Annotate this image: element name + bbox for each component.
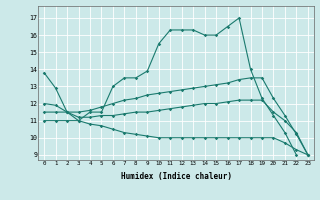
X-axis label: Humidex (Indice chaleur): Humidex (Indice chaleur) bbox=[121, 172, 231, 181]
